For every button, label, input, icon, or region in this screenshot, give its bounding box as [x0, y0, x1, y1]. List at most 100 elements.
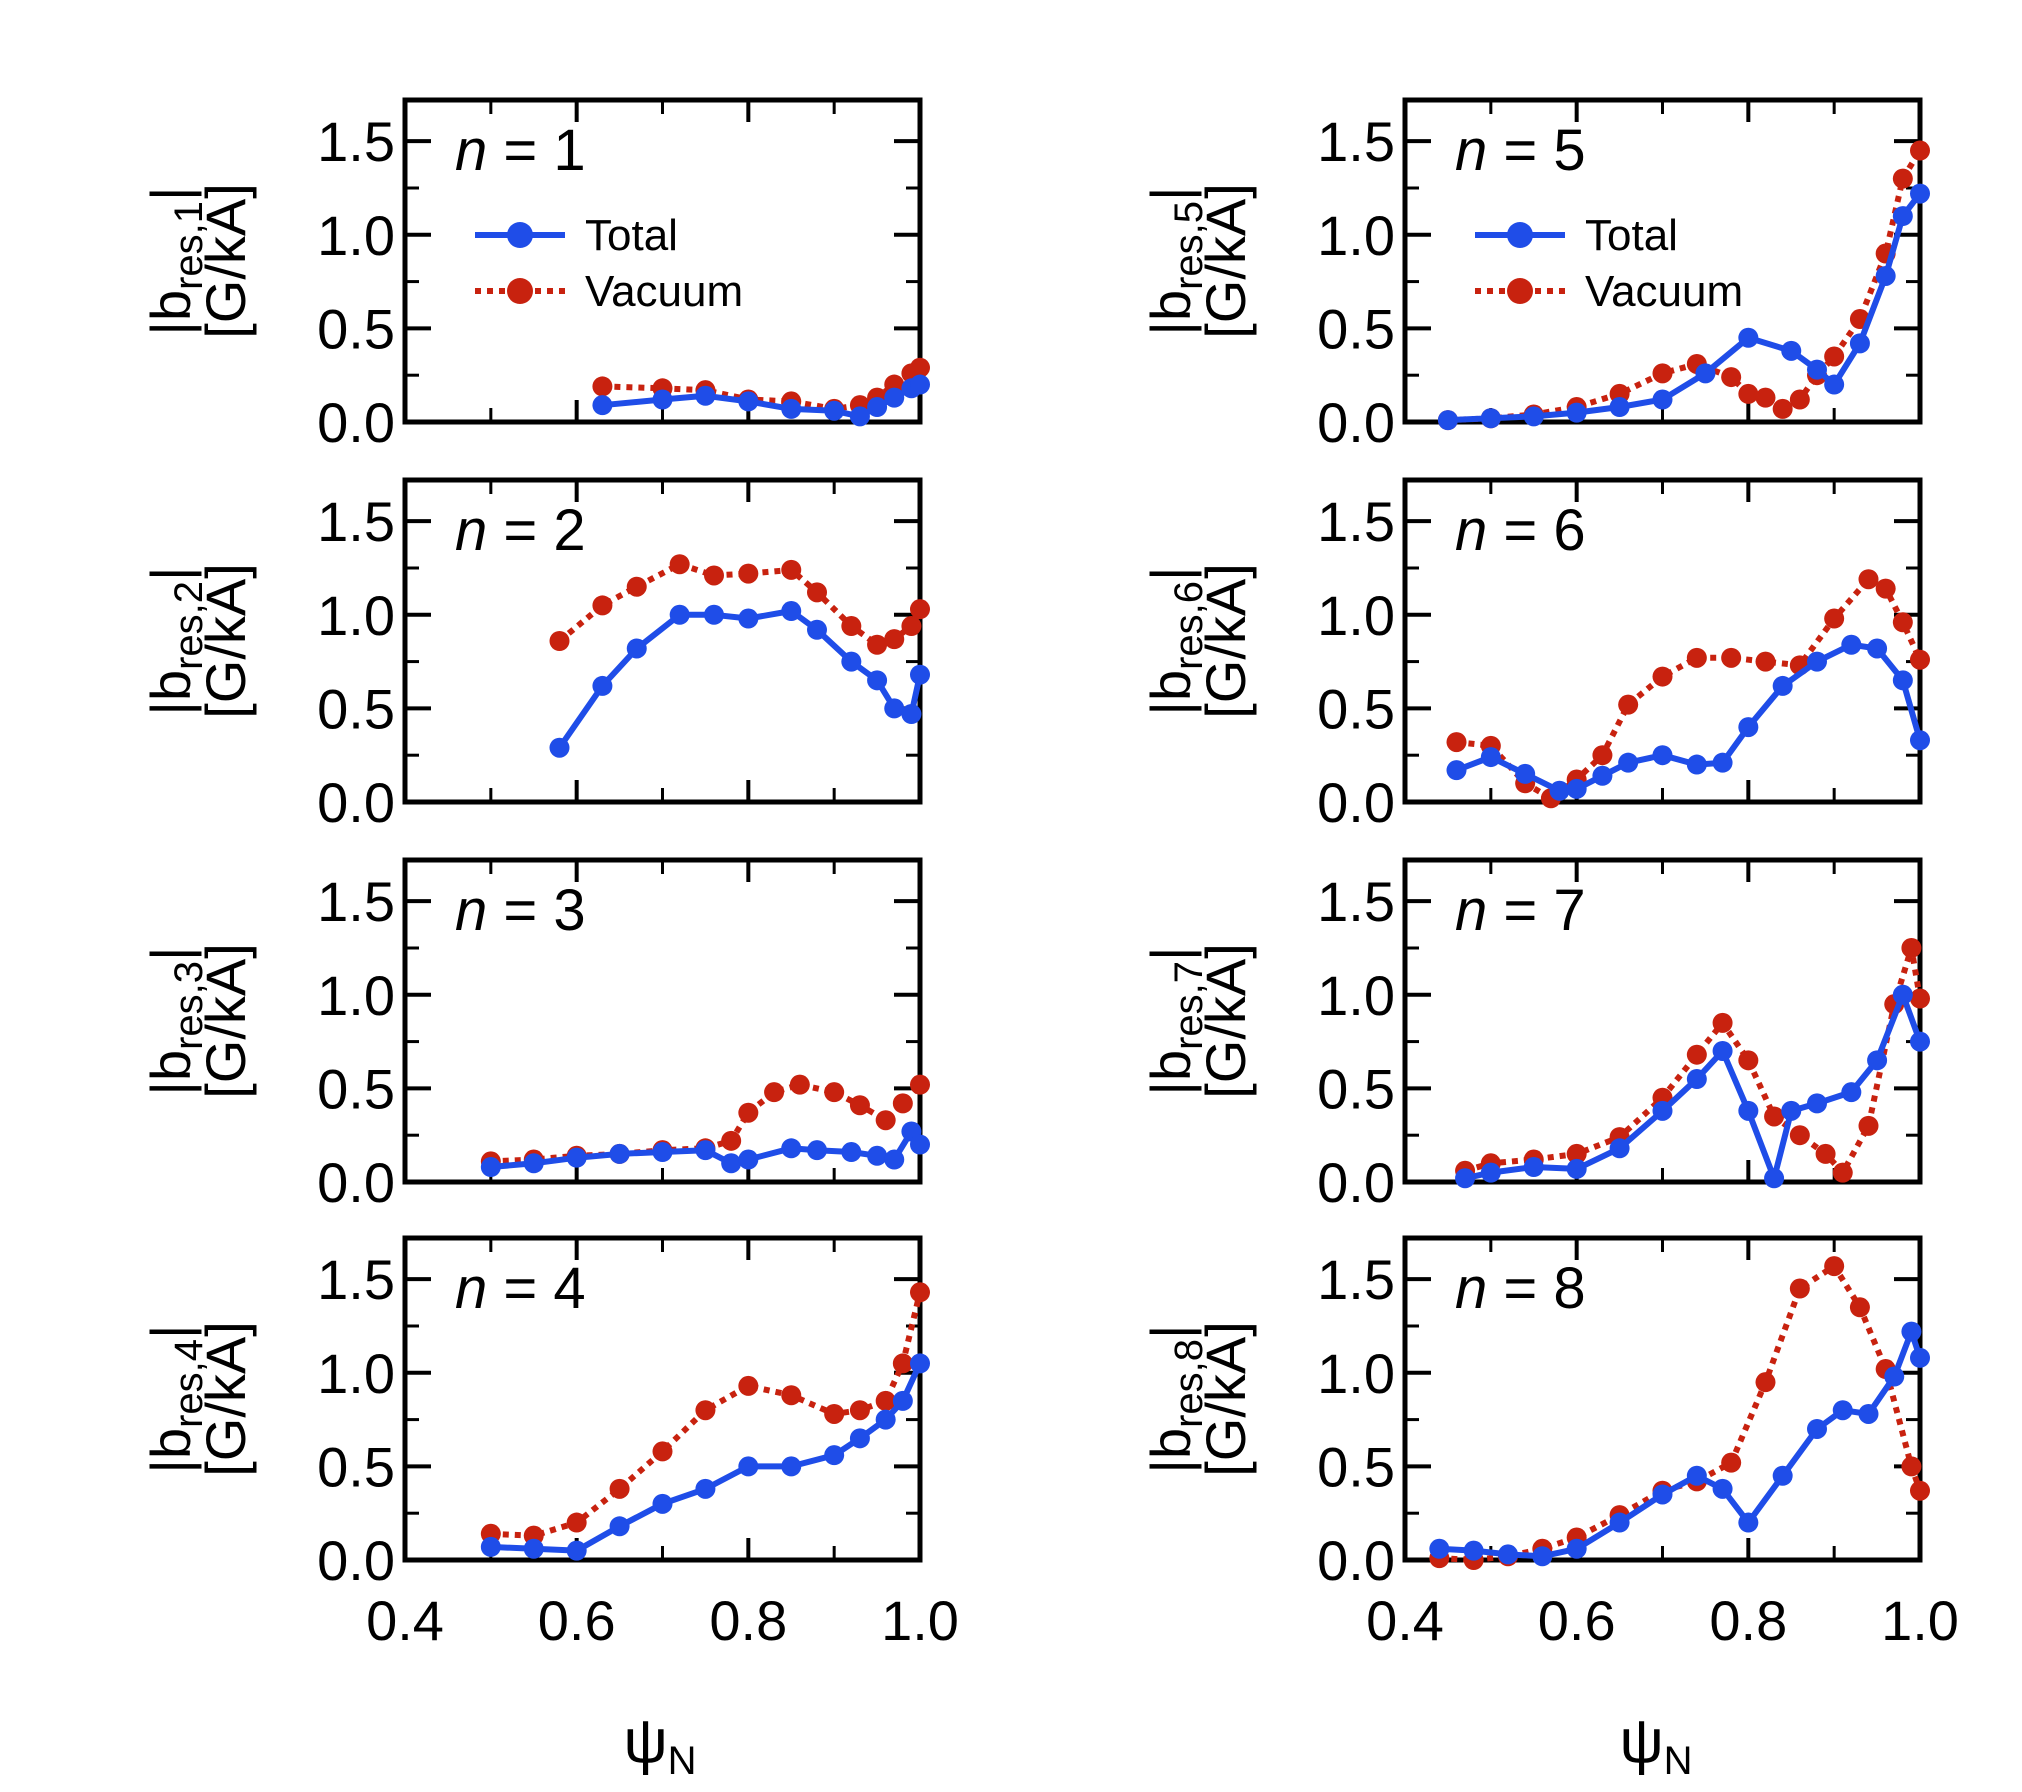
- panel-5-series-vacuum-point: [764, 1082, 785, 1103]
- panel-4-series-total-point: [1807, 651, 1827, 672]
- panel-3-series-vacuum-point: [910, 599, 930, 620]
- panel-8-series-total-point: [1498, 1544, 1518, 1565]
- panel-8-series-total-point: [1712, 1478, 1733, 1499]
- panel-4-n-symbol: n: [1455, 498, 1487, 563]
- panel-8-series-total-point: [1429, 1538, 1450, 1559]
- panel-4-n-label: n = 6: [1455, 498, 1586, 563]
- panel-6-series-vacuum-point: [1686, 1044, 1707, 1065]
- panel-2-series-total-point: [1566, 402, 1587, 423]
- panel-3-series-total-point: [781, 601, 802, 622]
- panel-5-series-vacuum-point: [789, 1074, 810, 1095]
- panel-7-series-vacuum-point: [910, 1282, 930, 1303]
- panel-8-n-label: n = 8: [1455, 1256, 1586, 1321]
- panel-2-legend-total-label: Total: [1585, 211, 1678, 260]
- panel-4-series-vacuum-point: [1875, 578, 1896, 599]
- panel-2-series-vacuum-point: [1910, 140, 1930, 161]
- panel-3-series-total-point: [549, 737, 570, 758]
- panel-3-series-total-point: [807, 619, 827, 640]
- panel-4-ytick-label-0: 0.0: [1317, 771, 1395, 834]
- panel-2-ytick-label-2: 1.0: [1317, 204, 1395, 267]
- panel-2-n-value: = 5: [1487, 118, 1585, 183]
- panel-1-ylabel-main: |b: [139, 290, 202, 336]
- panel-3-series-vacuum-point: [867, 634, 888, 655]
- panel-2-series-total-point: [1523, 406, 1544, 427]
- panel-2-ytick-label-3: 1.5: [1317, 110, 1395, 173]
- panel-4-ylabel-sub: res,6: [1167, 581, 1211, 670]
- panel-2-series-total-point: [1609, 397, 1630, 418]
- panel-3-ytick-label-1: 0.5: [317, 677, 395, 740]
- panel-6-series-total-point: [1841, 1082, 1862, 1103]
- panel-4-series-vacuum-point: [1858, 569, 1879, 590]
- panel-1-legend-vacuum-label: Vacuum: [585, 267, 743, 316]
- panel-2-ylabel-units: [G/kA]: [1194, 183, 1257, 339]
- panel-8-series-total-point: [1832, 1400, 1853, 1421]
- panel-6-series-vacuum-point: [1858, 1115, 1879, 1136]
- panel-7-xtick-label-2: 0.8: [709, 1589, 787, 1652]
- panel-1-ytick-label-3: 1.5: [317, 110, 395, 173]
- panel-4-ylabel-main: |b: [1139, 670, 1202, 716]
- panel-1-series-total-point: [849, 406, 870, 427]
- panel-6-ytick-label-1: 0.5: [1317, 1057, 1395, 1120]
- panel-7-series-total-point: [849, 1428, 870, 1449]
- panel-5-n-label: n = 3: [455, 878, 586, 943]
- panel-4-ylabel-close: |: [1139, 566, 1202, 581]
- panel-8-series-total-point: [1532, 1546, 1553, 1567]
- panel-8-xtick-label-2: 0.8: [1709, 1589, 1787, 1652]
- panel-7-series-vacuum-point: [875, 1390, 896, 1411]
- panel-4-series-total-point: [1549, 780, 1570, 801]
- x-axis-label-left-main: ψ: [623, 1707, 667, 1776]
- panel-7-xtick-label-1: 0.6: [538, 1589, 616, 1652]
- panel-5-ylabel-units: [G/kA]: [194, 943, 257, 1099]
- panel-1-ytick-label-0: 0.0: [317, 391, 395, 454]
- panel-2-series-total-point: [1892, 206, 1913, 227]
- panel-8-series-total-line: [1439, 1328, 1923, 1560]
- panel-2-ylabel-main: |b: [1139, 290, 1202, 336]
- panel-3-series-total-point: [884, 698, 905, 719]
- panel-8-series-total-point: [1463, 1540, 1484, 1561]
- panel-2-n-symbol: n: [1455, 118, 1487, 183]
- panel-3-ylabel-quantity: |bres,2|: [139, 566, 211, 715]
- panel-4-series-total-point: [1652, 745, 1673, 766]
- panel-5-series-vacuum-point: [910, 1074, 930, 1095]
- panel-4-series-total-point: [1618, 752, 1639, 773]
- panel-4-series-total-point: [1480, 747, 1501, 768]
- panel-3-series-vacuum-point: [738, 563, 759, 584]
- panel-1-series-total-point: [652, 389, 673, 410]
- panel-2-series-vacuum-point: [1652, 363, 1673, 384]
- panel-5-series-total-point: [695, 1140, 716, 1161]
- panel-6-series-total-point: [1455, 1168, 1476, 1189]
- panel-8-series-vacuum-point: [1721, 1452, 1742, 1473]
- panel-2-ytick-label-0: 0.0: [1317, 391, 1395, 454]
- panel-5-ytick-label-1: 0.5: [317, 1057, 395, 1120]
- panel-6-series-total-point: [1764, 1168, 1785, 1189]
- panel-7-series-vacuum-point: [781, 1385, 802, 1406]
- panel-6-series-vacuum-point: [1738, 1050, 1759, 1071]
- panel-8-ytick-label-3: 1.5: [1317, 1248, 1395, 1311]
- panel-7-series-total-point: [738, 1456, 759, 1477]
- panel-7-series-vacuum-point: [695, 1400, 716, 1421]
- panel-4-series-vacuum-point: [1618, 694, 1639, 715]
- panel-4-series-total-point: [1515, 763, 1536, 784]
- panel-5-n-value: = 3: [487, 878, 585, 943]
- panel-4-series-vacuum-point: [1652, 666, 1673, 687]
- panel-6-series-total-point: [1910, 1031, 1930, 1052]
- panel-6-ylabel-close: |: [1139, 946, 1202, 961]
- panel-6-series-vacuum-point: [1566, 1143, 1587, 1164]
- panel-6-n-symbol: n: [1455, 878, 1487, 943]
- panel-5-series-total-point: [480, 1157, 501, 1178]
- panel-8-ylabel-quantity: |bres,8|: [1139, 1324, 1211, 1473]
- panel-1-ylabel-sub: res,1: [167, 201, 211, 290]
- panel-7-ylabel-close: |: [139, 1324, 202, 1339]
- panel-1-ylabel-close: |: [139, 186, 202, 201]
- panel-4-series-total-point: [1712, 752, 1733, 773]
- panel-5-series-total-point: [841, 1142, 862, 1163]
- panel-8-series-vacuum-point: [1910, 1480, 1930, 1501]
- panel-1-series-vacuum-point: [910, 357, 930, 378]
- panel-8-series-vacuum-point: [1849, 1297, 1870, 1318]
- panel-3-ylabel-close: |: [139, 566, 202, 581]
- panel-7-n-value: = 4: [487, 1256, 585, 1321]
- panel-7-series-total-point: [781, 1456, 802, 1477]
- panel-1: 0.00.51.01.5|bres,1|[G/kA]n = 1TotalVacu…: [139, 97, 930, 454]
- panel-2-series-vacuum-point: [1892, 168, 1913, 189]
- panel-4-series-vacuum-point: [1686, 647, 1707, 668]
